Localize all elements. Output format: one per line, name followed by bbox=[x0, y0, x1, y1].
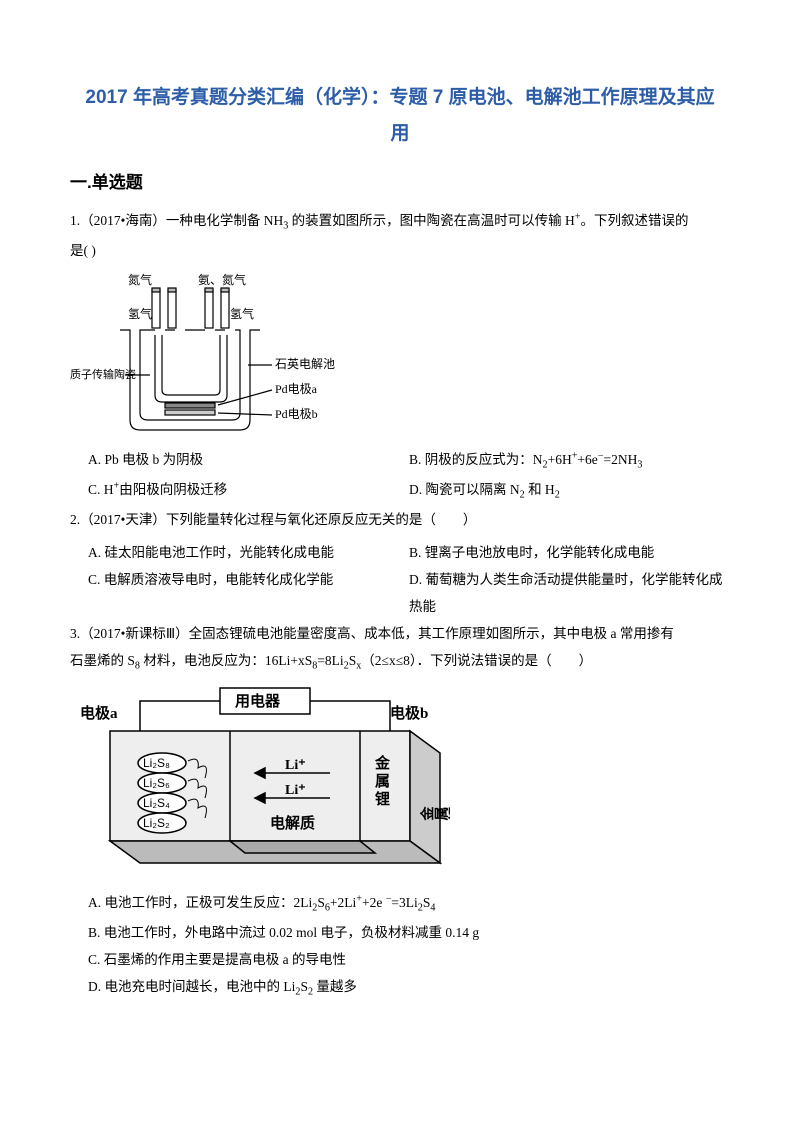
q3-text-a: 3.（2017•新课标Ⅲ）全固态锂硫电池能量密度高、成本低，其工作原理如图所示，… bbox=[70, 626, 674, 641]
svg-text:锂: 锂 bbox=[375, 790, 390, 808]
document-page: 2017 年高考真题分类汇编（化学）：专题 7 原电池、电解池工作原理及其应 用… bbox=[0, 0, 800, 1043]
svg-text:石英电解池: 石英电解池 bbox=[275, 357, 335, 371]
svg-text:电极a: 电极a bbox=[80, 704, 118, 722]
svg-text:Li₂S₈: Li₂S₈ bbox=[143, 756, 170, 770]
q1-text-c: 。下列叙述错误的 bbox=[581, 213, 689, 228]
q1-text-d: 是( ) bbox=[70, 243, 96, 258]
q2-options-row2: C. 电解质溶液导电时，电能转化成化学能 D. 葡萄糖为人类生命活动提供能量时，… bbox=[70, 566, 730, 620]
q1-options-row1: A. Pb 电极 b 为阴极 B. 阴极的反应式为：N2+6H++6e−=2NH… bbox=[70, 446, 730, 476]
q1-opt-c: C. H+由阳极向阴极迁移 bbox=[88, 476, 409, 506]
svg-text:电解质: 电解质 bbox=[270, 814, 315, 832]
svg-text:Pd电极a: Pd电极a bbox=[275, 382, 318, 396]
svg-text:Li₂S₆: Li₂S₆ bbox=[143, 776, 170, 790]
q3-options: A. 电池工作时，正极可发生反应：2Li2S6+2Li++2e −=3Li2S4… bbox=[70, 889, 730, 1003]
q1-figure: 氮气 氨、氮气 氢气 氢气 质子传输陶瓷 石英电解池 Pd电极a Pd电极b bbox=[70, 270, 730, 440]
q3-opt-b: B. 电池工作时，外电路中流过 0.02 mol 电子，负极材料减重 0.14 … bbox=[88, 919, 730, 946]
q3-text-f: （2≤x≤8）．下列说法错误的是（ ） bbox=[361, 653, 592, 668]
q3-opt-c: C. 石墨烯的作用主要是提高电极 a 的导电性 bbox=[88, 946, 730, 973]
q3-opt-d: D. 电池充电时间越长，电池中的 Li2S2 量越多 bbox=[88, 973, 730, 1003]
q1-text-b: 的装置如图所示，图中陶瓷在高温时可以传输 H bbox=[288, 213, 575, 228]
svg-text:氮气: 氮气 bbox=[128, 272, 152, 287]
svg-text:Li⁺: Li⁺ bbox=[285, 758, 306, 773]
title-line-1: 2017 年高考真题分类汇编（化学）：专题 7 原电池、电解池工作原理及其应 bbox=[85, 87, 714, 108]
svg-text:氨、氮气: 氨、氮气 bbox=[198, 272, 246, 287]
q1-opt-d: D. 陶瓷可以隔离 N2 和 H2 bbox=[409, 476, 730, 506]
svg-text:Li₂S₂: Li₂S₂ bbox=[143, 816, 170, 830]
q2-opt-c: C. 电解质溶液导电时，电能转化成化学能 bbox=[88, 566, 409, 620]
svg-text:Pd电极b: Pd电极b bbox=[275, 407, 318, 421]
q3-text-b: 石墨烯的 S bbox=[70, 653, 135, 668]
q1-options-row2: C. H+由阳极向阴极迁移 D. 陶瓷可以隔离 N2 和 H2 bbox=[70, 476, 730, 506]
q1-text: 1.（2017•海南）一种电化学制备 NH bbox=[70, 213, 283, 228]
svg-text:金属锂: 金属锂 bbox=[419, 805, 450, 822]
svg-text:Li₂S₄: Li₂S₄ bbox=[143, 796, 170, 810]
svg-text:电极b: 电极b bbox=[390, 704, 428, 722]
svg-text:质子传输陶瓷: 质子传输陶瓷 bbox=[70, 367, 136, 381]
q1-opt-a: A. Pb 电极 b 为阴极 bbox=[88, 446, 409, 476]
svg-text:属: 属 bbox=[375, 773, 390, 790]
question-1: 1.（2017•海南）一种电化学制备 NH3 的装置如图所示，图中陶瓷在高温时可… bbox=[70, 207, 730, 264]
section-heading: 一.单选题 bbox=[70, 168, 730, 193]
q3-figure: 电极a 用电器 电极b Li⁺ Li⁺ 电解质 金属锂 Li₂S₈ Li₂S₆ … bbox=[70, 683, 730, 883]
title-line-2: 用 bbox=[390, 123, 409, 144]
question-3: 3.（2017•新课标Ⅲ）全固态锂硫电池能量密度高、成本低，其工作原理如图所示，… bbox=[70, 620, 730, 677]
q2-opt-b: B. 锂离子电池放电时，化学能转化成电能 bbox=[409, 539, 730, 566]
q3-text-c: 材料，电池反应为：16Li+xS bbox=[140, 653, 312, 668]
q2-opt-a: A. 硅太阳能电池工作时，光能转化成电能 bbox=[88, 539, 409, 566]
q2-options-row1: A. 硅太阳能电池工作时，光能转化成电能 B. 锂离子电池放电时，化学能转化成电… bbox=[70, 539, 730, 566]
svg-text:金: 金 bbox=[374, 754, 391, 772]
question-2: 2.（2017•天津）下列能量转化过程与氧化还原反应无关的是（ ） bbox=[70, 506, 730, 533]
q2-opt-d: D. 葡萄糖为人类生命活动提供能量时，化学能转化成热能 bbox=[409, 566, 730, 620]
svg-text:氢气: 氢气 bbox=[230, 306, 254, 321]
svg-text:用电器: 用电器 bbox=[235, 692, 281, 710]
document-title: 2017 年高考真题分类汇编（化学）：专题 7 原电池、电解池工作原理及其应 用 bbox=[70, 80, 730, 152]
q3-text-d: =8Li bbox=[317, 653, 343, 668]
svg-text:Li⁺: Li⁺ bbox=[285, 783, 306, 798]
svg-text:氢气: 氢气 bbox=[128, 306, 152, 321]
q1-opt-b: B. 阴极的反应式为：N2+6H++6e−=2NH3 bbox=[409, 446, 730, 476]
q3-opt-a: A. 电池工作时，正极可发生反应：2Li2S6+2Li++2e −=3Li2S4 bbox=[88, 889, 730, 919]
